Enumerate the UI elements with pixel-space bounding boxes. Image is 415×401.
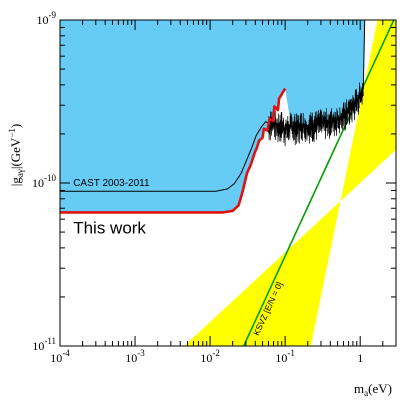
cast-high-mass-noise-trace (268, 82, 364, 147)
y-tick-label: 10-11 (32, 336, 56, 353)
x-tick-label: 10-2 (200, 348, 220, 365)
x-tick-label: 10-4 (50, 348, 70, 365)
y-tick-label: 10-9 (37, 10, 57, 27)
excluded-region-fill (60, 20, 365, 213)
this-work-limit-line (60, 87, 287, 214)
x-tick-label: 10-3 (125, 348, 145, 365)
x-tick-label: 1 (357, 351, 363, 365)
x-tick-label: 10-1 (275, 348, 295, 365)
x-axis-title: ma(eV) (354, 381, 392, 398)
ksvz-yellow-band (184, 20, 396, 346)
y-tick-label: 10-10 (32, 173, 56, 190)
annotation-this_work: This work (73, 218, 146, 237)
y-axis-title: |gaγ|(GeV−1) (7, 124, 25, 187)
ksvz-model-line (242, 20, 395, 346)
annotation-cast: CAST 2003-2011 (73, 178, 150, 189)
